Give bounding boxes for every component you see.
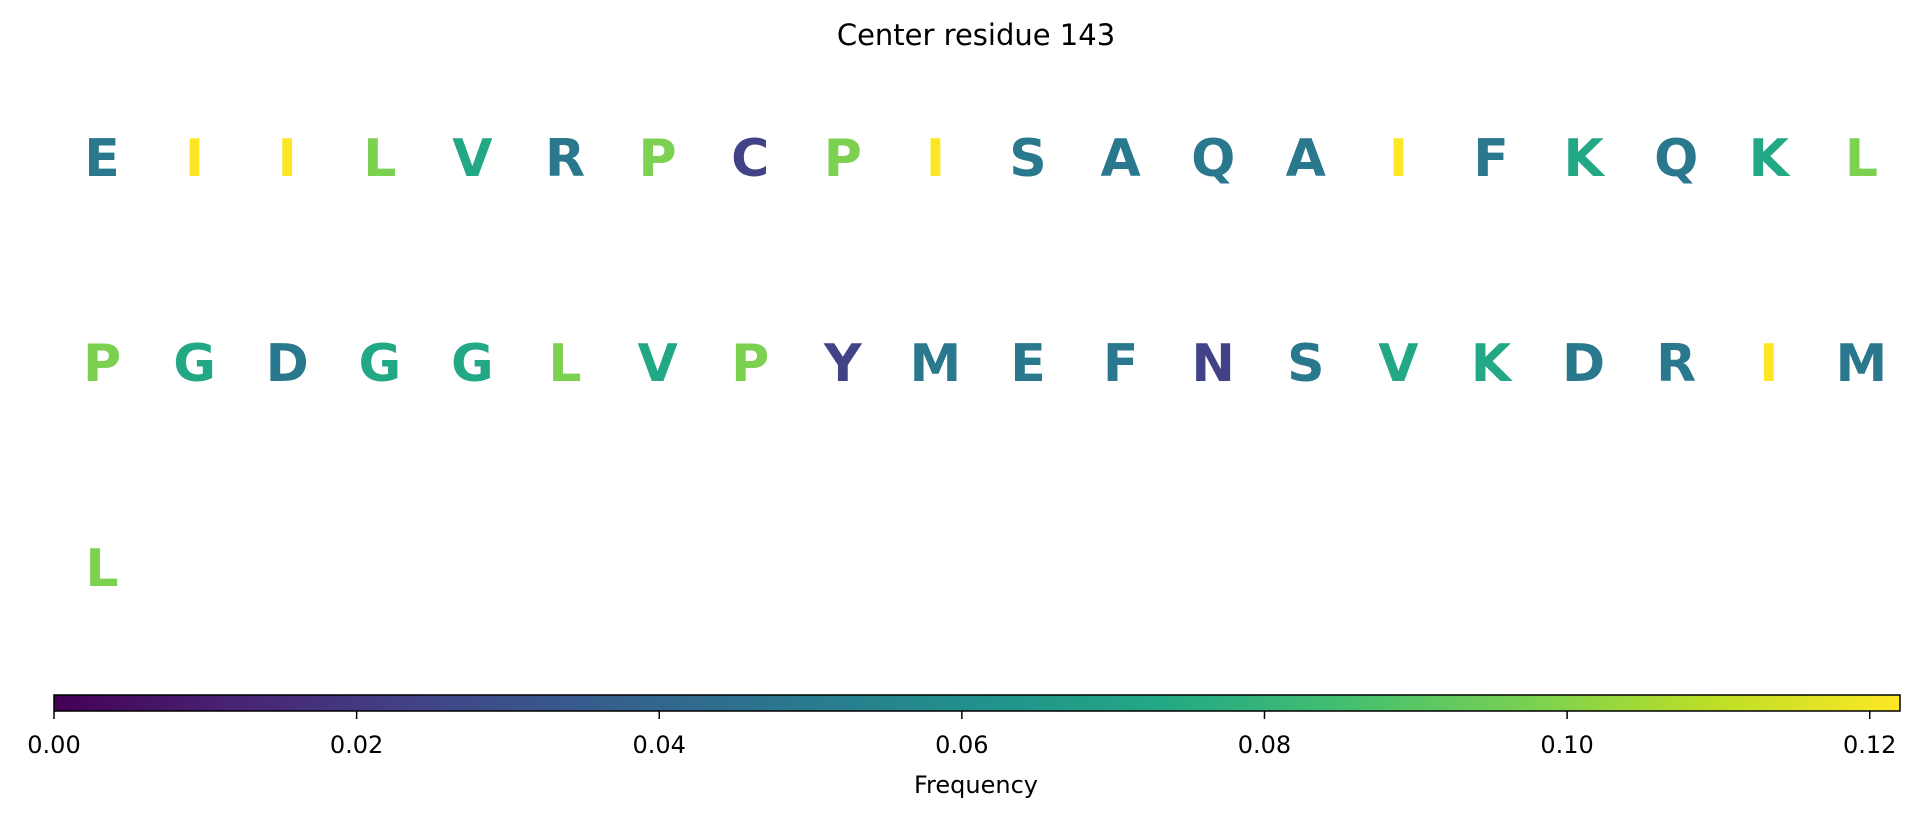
tick-label: 0.08 <box>1238 731 1291 759</box>
residue-letter: P <box>83 334 121 394</box>
tick-label: 0.00 <box>27 731 80 759</box>
residue-letter: I <box>926 129 945 189</box>
residue-letter: A <box>1100 129 1140 189</box>
residue-letter: F <box>1103 334 1139 394</box>
chart-title: Center residue 143 <box>837 18 1115 52</box>
residue-letter: A <box>1286 129 1326 189</box>
residue-letter: G <box>451 334 494 394</box>
residue-letter: Y <box>823 334 863 394</box>
residue-letter: Q <box>1654 129 1698 189</box>
residue-letter: N <box>1191 334 1235 394</box>
tick-label: 0.12 <box>1843 731 1896 759</box>
residue-letter: S <box>1009 129 1046 189</box>
residue-letter: L <box>1845 129 1878 189</box>
residue-letter: P <box>824 129 862 189</box>
residue-letter: V <box>1378 334 1418 394</box>
residue-letter: D <box>1562 334 1605 394</box>
residue-letter: E <box>1010 334 1046 394</box>
residue-letter: M <box>1836 334 1888 394</box>
residue-letter: I <box>278 129 297 189</box>
residue-letter: K <box>1749 129 1791 189</box>
residue-letter: R <box>1656 334 1696 394</box>
residue-letter: K <box>1563 129 1605 189</box>
residue-letter: L <box>85 539 118 599</box>
residue-letter: V <box>452 129 492 189</box>
residue-letter: Q <box>1191 129 1235 189</box>
tick-label: 0.02 <box>330 731 383 759</box>
residue-letter: K <box>1471 334 1513 394</box>
tick-label: 0.04 <box>633 731 686 759</box>
residue-letter: P <box>731 334 769 394</box>
tick-label: 0.10 <box>1540 731 1593 759</box>
residue-letter: R <box>545 129 585 189</box>
residue-letter: S <box>1287 334 1324 394</box>
residue-letter: I <box>1389 129 1408 189</box>
residue-letter: F <box>1473 129 1509 189</box>
residue-letter: L <box>548 334 581 394</box>
residue-letter: D <box>266 334 309 394</box>
residue-letter: E <box>84 129 120 189</box>
residue-letter: L <box>363 129 396 189</box>
residue-letter: P <box>639 129 677 189</box>
residue-letter: I <box>1759 334 1778 394</box>
residue-letter: G <box>173 334 216 394</box>
residue-letter: M <box>910 334 962 394</box>
residue-letter: I <box>185 129 204 189</box>
residue-letter: C <box>731 129 769 189</box>
colorbar <box>53 694 1901 712</box>
tick-label: 0.06 <box>935 731 988 759</box>
residue-letter: G <box>358 334 401 394</box>
residue-letter: V <box>637 334 677 394</box>
colorbar-label: Frequency <box>914 771 1038 799</box>
